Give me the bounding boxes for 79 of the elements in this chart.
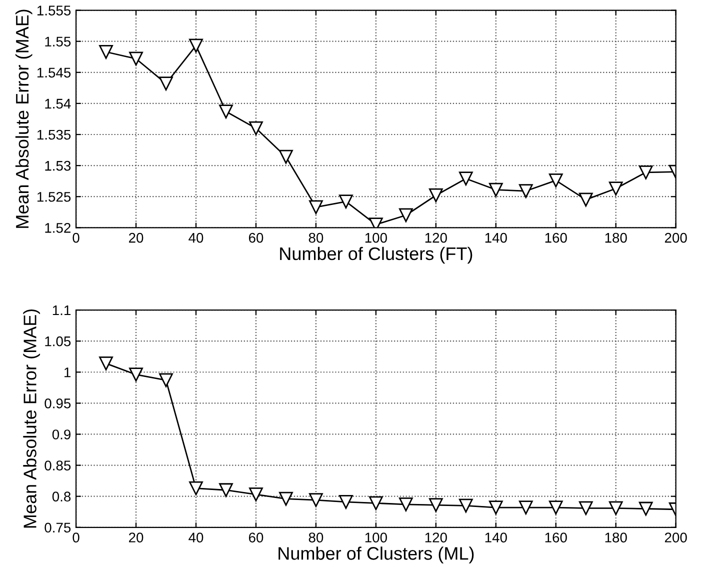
- point: [518, 500, 533, 514]
- point: [219, 104, 233, 118]
- x-tick-label: 180: [605, 532, 627, 542]
- y-tick-label: 1.1: [52, 306, 70, 316]
- point: [608, 501, 623, 516]
- x-tick-label: 140: [485, 232, 507, 243]
- point: [129, 368, 143, 382]
- point: [159, 373, 173, 388]
- point: [488, 182, 503, 197]
- point: [99, 44, 113, 59]
- y-tick-label: 0.8: [52, 492, 71, 502]
- x-tick-label: 160: [545, 232, 567, 243]
- x-tick-label: 20: [128, 532, 144, 542]
- y-tick-label: 1.52: [45, 222, 70, 233]
- point: [189, 481, 203, 496]
- point: [339, 194, 353, 209]
- y-axis-title: Mean Absolute Error (MAE): [23, 309, 40, 528]
- point: [309, 493, 323, 508]
- point: [458, 498, 473, 513]
- x-tick-label: 200: [664, 532, 687, 542]
- point: [309, 200, 323, 214]
- y-tick-label: 1.555: [37, 6, 71, 16]
- y-tick-label: 1.54: [45, 98, 71, 109]
- point: [398, 497, 413, 512]
- x-tick-label: 180: [605, 232, 627, 243]
- point: [548, 500, 563, 514]
- x-tick-label: 40: [188, 232, 204, 243]
- point: [428, 498, 443, 512]
- point: [339, 494, 353, 509]
- y-tick-label: 1.05: [45, 336, 71, 346]
- y-tick-label: 1.55: [45, 36, 71, 47]
- y-tick-label: 0.85: [44, 460, 71, 470]
- x-tick-label: 140: [485, 532, 507, 542]
- point: [279, 150, 293, 164]
- point: [638, 502, 653, 516]
- point: [458, 172, 473, 186]
- x-tick-label: 100: [365, 532, 387, 542]
- x-tick-label: 40: [188, 532, 204, 542]
- point: [249, 121, 263, 136]
- x-tick-label: 160: [545, 532, 567, 542]
- x-axis-title: Number of Clusters (ML): [278, 546, 474, 564]
- point: [578, 192, 593, 207]
- x-tick-label: 60: [248, 232, 264, 243]
- point: [249, 488, 263, 502]
- x-tick-label: 0: [72, 232, 80, 243]
- x-tick-label: 0: [72, 532, 80, 542]
- y-tick-label: 0.9: [52, 430, 71, 440]
- point: [488, 500, 503, 514]
- x-tick-label: 120: [425, 232, 447, 243]
- point: [578, 501, 593, 516]
- y-tick-label: 1.535: [37, 130, 71, 140]
- point: [608, 182, 623, 196]
- x-tick-label: 80: [308, 232, 324, 243]
- point: [99, 356, 113, 370]
- x-tick-label: 200: [664, 232, 687, 243]
- x-tick-label: 60: [248, 532, 264, 542]
- y-tick-label: 1: [64, 368, 70, 378]
- point: [398, 208, 413, 222]
- x-tick-label: 100: [365, 232, 387, 243]
- y-tick-label: 0.75: [44, 522, 71, 533]
- x-tick-label: 20: [128, 232, 144, 243]
- point: [548, 174, 563, 188]
- point: [428, 188, 443, 202]
- y-tick-label: 1.545: [37, 68, 71, 78]
- y-tick-label: 1.53: [45, 160, 71, 171]
- point: [279, 492, 293, 506]
- point: [159, 76, 173, 91]
- x-tick-label: 120: [425, 532, 447, 542]
- point: [219, 483, 233, 498]
- point: [368, 496, 383, 510]
- y-axis-title: Mean Absolute Error (MAE): [15, 10, 32, 228]
- x-tick-label: 80: [308, 532, 324, 542]
- y-tick-label: 0.95: [44, 398, 71, 408]
- point: [518, 184, 533, 198]
- x-axis-title: Number of Clusters (FT): [280, 246, 472, 264]
- point: [189, 38, 203, 53]
- point: [638, 165, 653, 180]
- y-tick-label: 1.525: [37, 192, 71, 202]
- point: [129, 52, 143, 66]
